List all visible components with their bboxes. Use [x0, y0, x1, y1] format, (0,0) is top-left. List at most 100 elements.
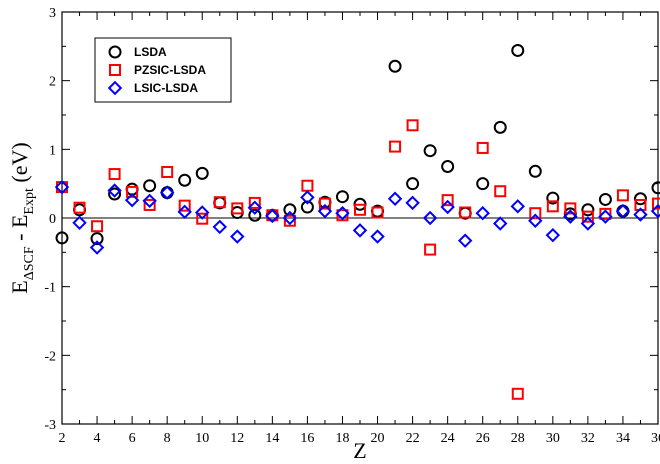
data-point-circle — [493, 120, 507, 134]
data-point-diamond — [107, 183, 122, 198]
x-tick-label: 32 — [581, 431, 595, 446]
data-point-square — [318, 197, 331, 210]
data-point-square — [213, 196, 226, 209]
legend: LSDA PZSIC-LSDA LSIC-LSDA — [94, 37, 232, 103]
data-point-square — [616, 189, 629, 202]
data-point-diamond — [633, 207, 648, 222]
y-tick-label: 2 — [49, 75, 56, 90]
data-point-diamond — [370, 229, 385, 244]
data-point-diamond — [440, 199, 455, 215]
data-point-diamond — [387, 191, 403, 206]
data-point-diamond — [195, 205, 210, 220]
data-point-square — [143, 198, 156, 211]
data-point-diamond — [177, 204, 192, 220]
y-tick-label: 3 — [49, 6, 56, 21]
y-tick-label: 0 — [49, 212, 56, 227]
data-point-circle — [388, 59, 402, 73]
x-tick-label: 14 — [265, 431, 279, 446]
x-tick-label: 4 — [94, 431, 101, 446]
data-point-diamond — [54, 179, 70, 195]
data-point-circle — [633, 192, 647, 206]
data-point-diamond — [598, 209, 613, 224]
x-tick-label: 20 — [371, 431, 385, 446]
y-axis-label-unit: (eV) — [7, 142, 32, 188]
data-point-square — [248, 196, 261, 209]
data-point-square — [196, 212, 209, 225]
data-point-square — [389, 140, 402, 153]
data-point-diamond — [212, 219, 227, 235]
data-point-circle — [143, 179, 157, 193]
data-point-square — [178, 199, 191, 212]
x-tick-label: 24 — [441, 431, 455, 446]
x-tick-label: 10 — [195, 431, 209, 446]
data-point-circle — [108, 187, 122, 201]
x-tick-label: 12 — [230, 431, 244, 446]
x-tick-label: 8 — [164, 431, 171, 446]
y-axis-label-main: E — [7, 280, 32, 293]
data-point-square — [546, 200, 559, 213]
data-point-circle — [90, 232, 104, 246]
data-point-square — [441, 194, 454, 207]
data-point-diamond — [247, 200, 263, 215]
data-point-diamond — [493, 216, 508, 231]
data-point-circle — [248, 208, 262, 222]
data-point-square — [126, 185, 139, 198]
data-points — [54, 43, 660, 400]
y-axis-label-mid: - E — [7, 215, 32, 247]
x-axis-label: Z — [353, 438, 366, 463]
data-point-diamond — [475, 205, 490, 221]
data-point-circle — [511, 43, 525, 57]
data-point-circle — [598, 192, 612, 206]
data-point-square — [564, 202, 577, 215]
data-point-square — [354, 203, 366, 216]
data-point-diamond — [142, 193, 157, 209]
data-point-circle — [406, 177, 420, 191]
x-tick-label: 18 — [335, 431, 349, 446]
x-tick-label: 16 — [300, 431, 314, 446]
legend-label: LSIC-LSDA — [134, 81, 198, 95]
data-point-diamond — [457, 233, 473, 248]
y-axis-label: EΔSCF - EExpt (eV) — [7, 142, 37, 293]
x-tick-label: 34 — [616, 431, 630, 446]
x-axis-ticks: 24681012141618202224262830323436 — [59, 12, 660, 446]
x-tick-label: 2 — [59, 431, 66, 446]
data-point-diamond — [89, 240, 105, 255]
data-point-square — [231, 202, 244, 215]
data-point-diamond — [580, 216, 596, 231]
data-point-circle — [55, 231, 69, 245]
data-point-diamond — [124, 192, 140, 208]
y-tick-label: 1 — [49, 143, 56, 158]
x-tick-label: 36 — [651, 431, 660, 446]
data-point-square — [91, 220, 104, 233]
data-point-square — [406, 119, 419, 132]
data-point-diamond — [528, 213, 543, 228]
data-point-circle — [476, 177, 490, 191]
data-point-circle — [178, 173, 192, 187]
data-point-circle — [160, 186, 174, 200]
data-point-diamond — [545, 227, 561, 243]
data-point-square — [73, 201, 86, 214]
x-tick-label: 26 — [476, 431, 490, 446]
data-point-square — [599, 207, 612, 220]
data-point-square — [161, 165, 174, 178]
data-point-diamond — [300, 190, 315, 205]
data-point-circle — [300, 200, 314, 214]
data-point-diamond — [563, 209, 578, 224]
data-point-circle — [616, 204, 630, 218]
data-point-diamond — [335, 205, 350, 221]
data-point-square — [301, 179, 314, 192]
data-point-circle — [335, 190, 349, 204]
data-point-square — [652, 197, 660, 210]
data-point-square — [424, 243, 437, 256]
series-lsic-lsda — [54, 179, 660, 255]
data-point-diamond — [317, 203, 333, 219]
data-point-diamond — [405, 195, 420, 211]
data-point-diamond — [352, 223, 368, 238]
series-pzsic-lsda — [56, 119, 660, 400]
legend-label: LSDA — [134, 45, 167, 59]
legend-marker-square — [109, 64, 121, 76]
data-point-diamond — [72, 215, 87, 231]
y-tick-label: -3 — [44, 418, 56, 433]
y-axis-label-sub2: Expt — [22, 188, 37, 215]
x-tick-label: 22 — [406, 431, 420, 446]
